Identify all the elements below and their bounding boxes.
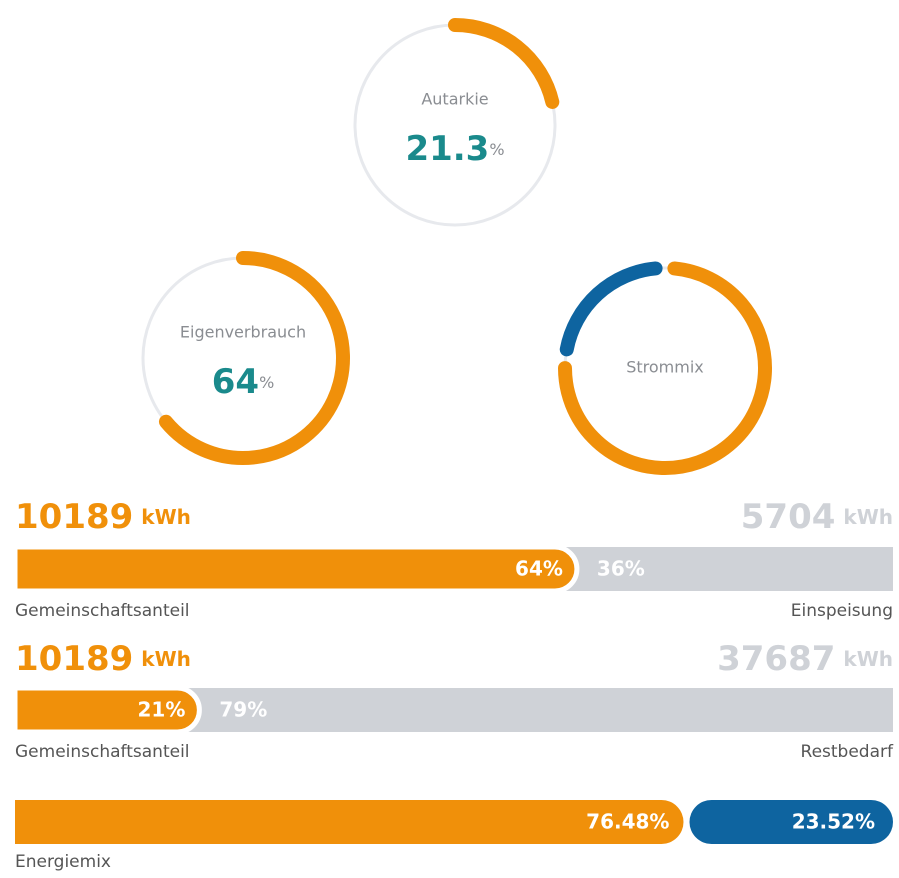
- gauge-unit: %: [259, 373, 274, 392]
- amount: 10189 kWh: [15, 639, 191, 679]
- gauge-label: Eigenverbrauch: [180, 323, 306, 342]
- bar-percent: 76.48%: [586, 810, 669, 834]
- bar-segment: [12, 685, 202, 735]
- bar-caption: Gemeinschaftsanteil: [15, 601, 190, 621]
- amount-number: 5704: [741, 497, 836, 537]
- gauge-label: Autarkie: [421, 90, 488, 109]
- amount-unit: kWh: [141, 647, 191, 671]
- amount-unit: kWh: [141, 505, 191, 529]
- bar-percent: 64%: [515, 557, 563, 581]
- gauge-label: Strommix: [626, 358, 704, 377]
- bar-segment: [689, 800, 893, 844]
- amount: 5704 kWh: [741, 497, 893, 537]
- amount: 10189 kWh: [15, 497, 191, 537]
- amount-number: 10189: [15, 639, 133, 679]
- gauge-arc: [558, 261, 772, 475]
- bar-segment: [15, 800, 684, 844]
- gauge-value: 64%: [212, 362, 275, 402]
- bar-caption: Energiemix: [15, 852, 111, 872]
- bar-caption: Gemeinschaftsanteil: [15, 742, 190, 762]
- bar-caption: Einspeisung: [791, 601, 893, 621]
- amount-unit: kWh: [843, 647, 893, 671]
- bar-segment: [536, 547, 893, 591]
- gauge-unit: %: [489, 140, 504, 159]
- bar-percent: 23.52%: [792, 810, 875, 834]
- bar-percent: 36%: [597, 557, 645, 581]
- gauge-arc: [559, 261, 663, 357]
- gauge-number: 21.3: [405, 129, 489, 169]
- bar-percent: 79%: [219, 698, 267, 722]
- bar-segment: [12, 544, 580, 594]
- gauge-arc: [158, 251, 350, 465]
- gauge-value: 21.3%: [405, 129, 504, 169]
- bar-segment: [159, 688, 893, 732]
- amount-unit: kWh: [843, 505, 893, 529]
- amount: 37687 kWh: [717, 639, 893, 679]
- amount-number: 37687: [717, 639, 835, 679]
- gauge-arc: [448, 18, 560, 109]
- bar-percent: 21%: [138, 698, 186, 722]
- amount-number: 10189: [15, 497, 133, 537]
- bar-caption: Restbedarf: [801, 742, 894, 762]
- gauge-number: 64: [212, 362, 259, 402]
